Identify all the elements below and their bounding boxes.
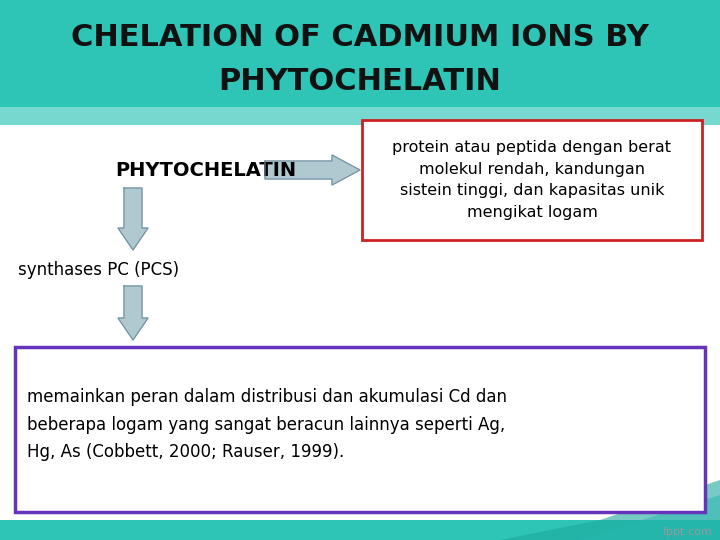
Polygon shape	[118, 286, 148, 340]
Text: memainkan peran dalam distribusi dan akumulasi Cd dan
beberapa logam yang sangat: memainkan peran dalam distribusi dan aku…	[27, 388, 507, 461]
Text: protein atau peptida dengan berat
molekul rendah, kandungan
sistein tinggi, dan : protein atau peptida dengan berat moleku…	[392, 140, 672, 220]
Polygon shape	[118, 188, 148, 250]
Text: CHELATION OF CADMIUM IONS BY: CHELATION OF CADMIUM IONS BY	[71, 24, 649, 52]
Text: fppt.com: fppt.com	[662, 527, 712, 537]
Bar	[15, 347, 705, 512]
Text: synthases PC (PCS): synthases PC (PCS)	[18, 261, 179, 279]
Bar	[0, 520, 720, 540]
Polygon shape	[500, 480, 720, 540]
Text: PHYTOCHELATIN: PHYTOCHELATIN	[219, 68, 501, 97]
Polygon shape	[265, 155, 360, 185]
Bar	[362, 120, 702, 240]
Text: PHYTOCHELATIN: PHYTOCHELATIN	[115, 160, 296, 179]
Polygon shape	[580, 495, 720, 540]
Bar	[0, 0, 720, 125]
Bar	[0, 107, 720, 125]
